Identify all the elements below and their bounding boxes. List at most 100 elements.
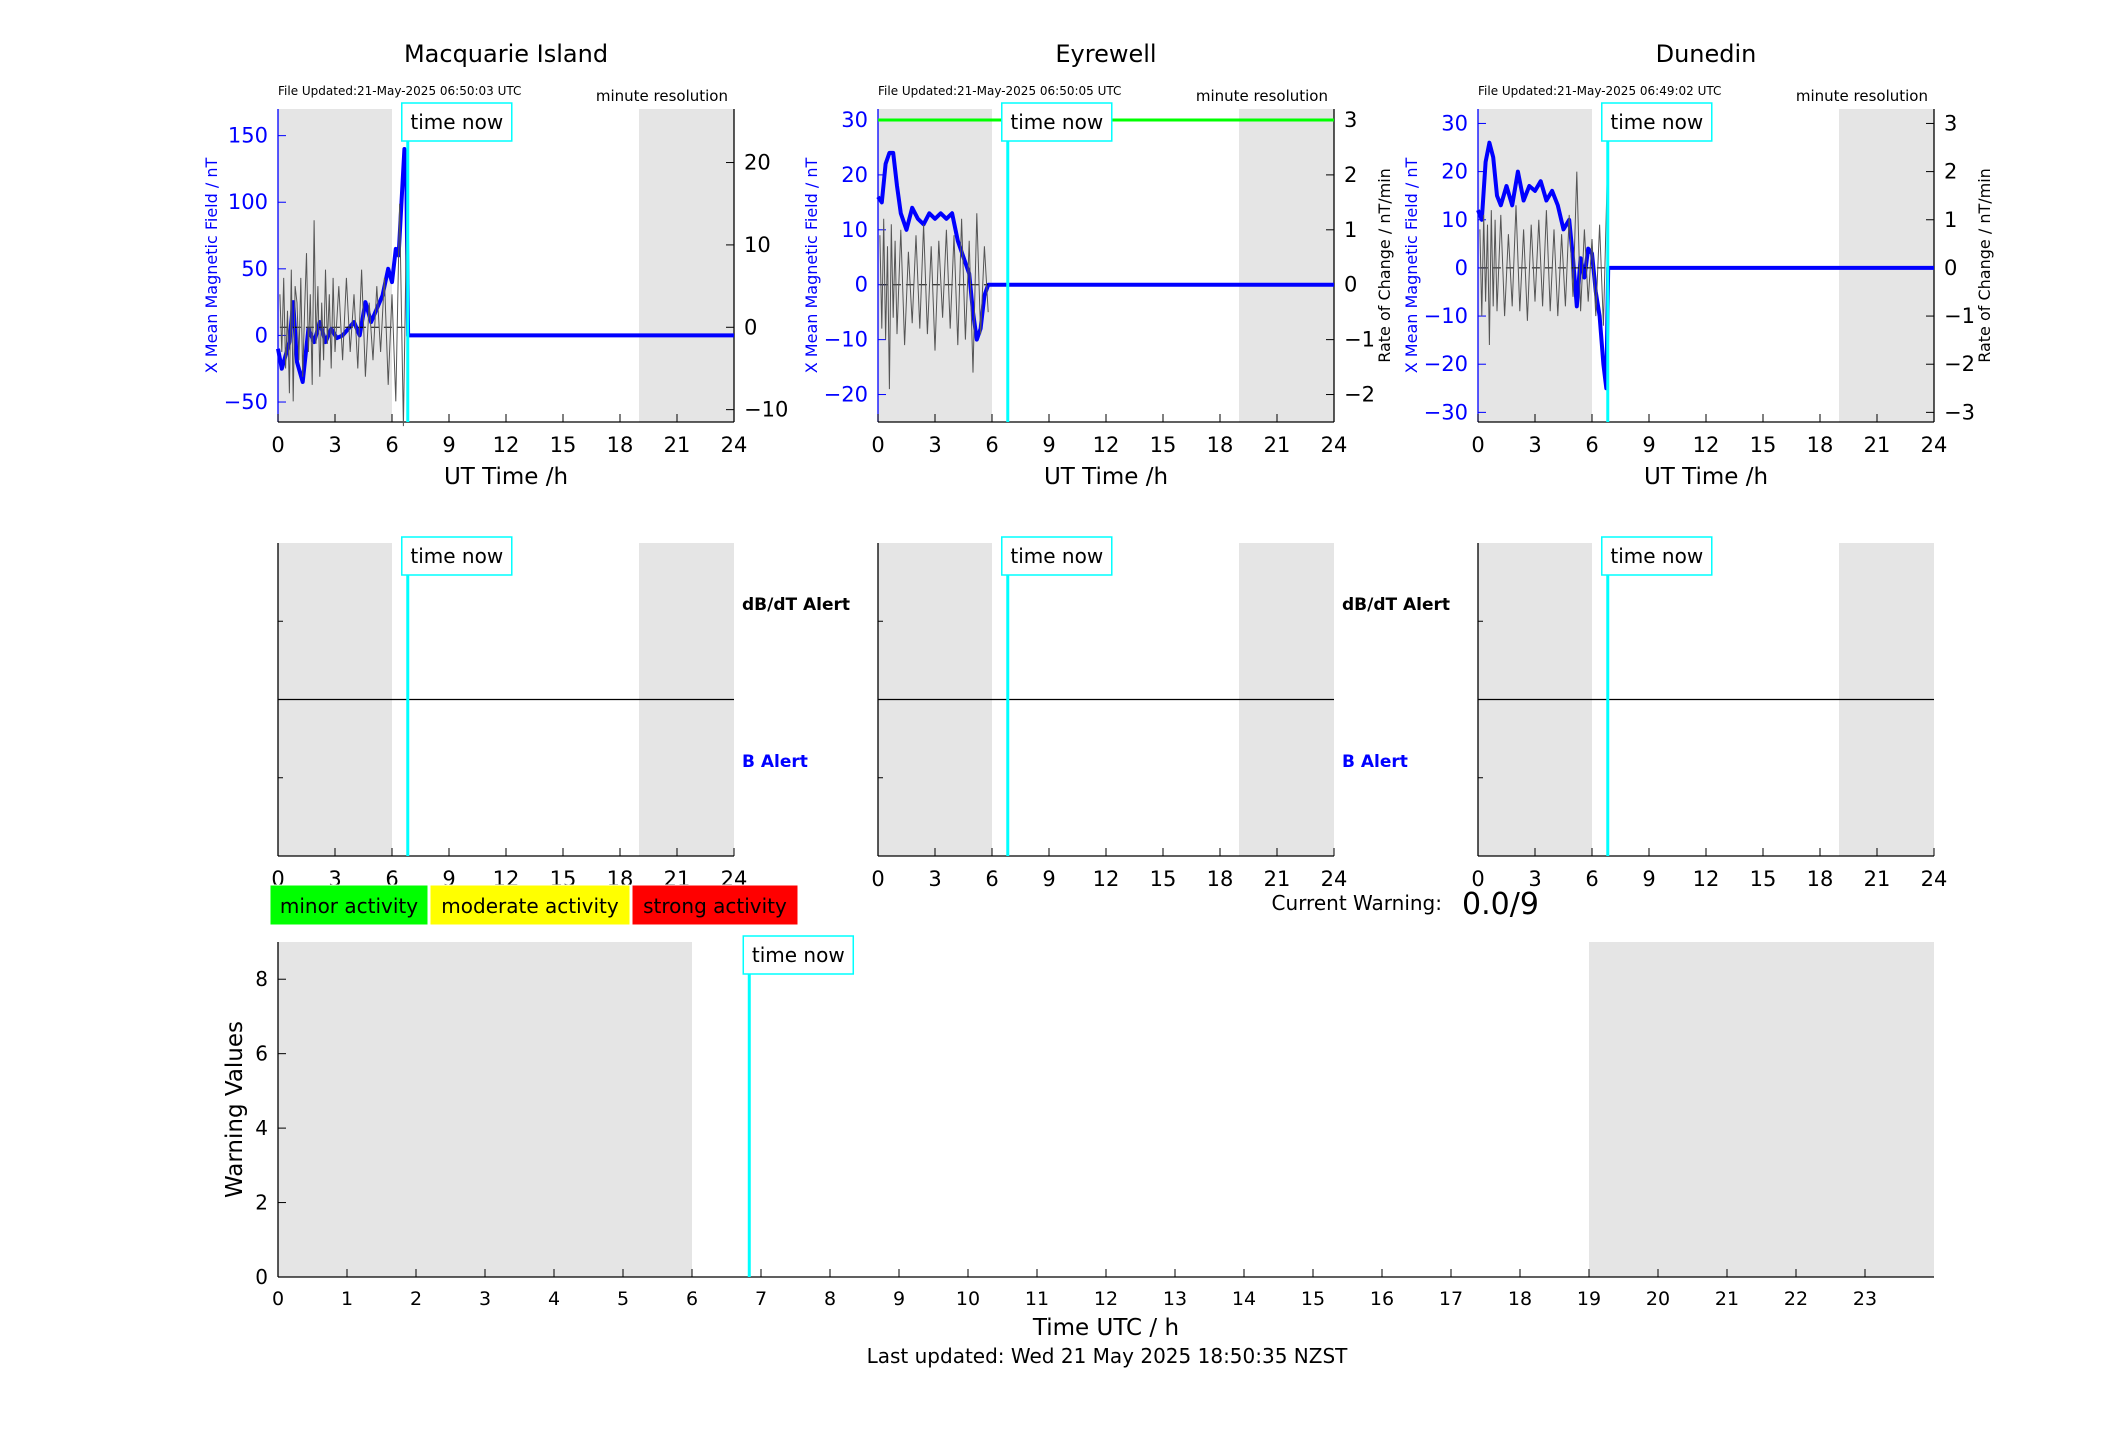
x-tick-label: 9 — [442, 433, 455, 457]
x-tick-label: 15 — [1750, 433, 1777, 457]
y-tick-label-left: 30 — [1441, 111, 1468, 135]
panel-alert-eyrewell: 0 3 6 9 12 15 18 21 24 time now dB/dT Alert B Alert — [871, 536, 1450, 891]
x-tick-label: 4 — [548, 1288, 560, 1310]
y-axis-label-right: Rate of Change / nT/min — [1975, 168, 1994, 363]
x-tick-label: 14 — [1232, 1288, 1256, 1310]
x-tick-label: 24 — [1921, 867, 1948, 891]
x-tick-label: 18 — [1807, 433, 1834, 457]
panel-eyrewell: 0 3 6 9 12 15 18 21 24−20−100102030−2−10123time … — [802, 40, 1394, 490]
x-tick-label: 24 — [721, 433, 748, 457]
y-tick-label-left: −10 — [824, 328, 868, 352]
file-updated-label: File Updated:21-May-2025 06:49:02 UTC — [1478, 84, 1721, 98]
y-tick-label-right: −2 — [1344, 383, 1375, 407]
resolution-label: minute resolution — [596, 87, 728, 105]
x-tick-label: 18 — [1508, 1288, 1532, 1310]
activity-legend: minor activity moderate activity strong … — [269, 884, 799, 926]
y-tick-label-left: 10 — [1441, 208, 1468, 232]
y-tick-label-left: 50 — [241, 257, 268, 281]
x-tick-label: 16 — [1370, 1288, 1394, 1310]
y-tick-label-right: −2 — [1944, 352, 1975, 376]
legend-label-moderate: moderate activity — [441, 894, 619, 918]
legend-swatch-minor — [269, 884, 429, 926]
series-magnetic-field — [876, 150, 1334, 342]
y-tick-label-right: −1 — [1344, 328, 1375, 352]
x-tick-label: 18 — [607, 433, 634, 457]
series-rate-of-change — [1479, 171, 1608, 346]
resolution-label: minute resolution — [1196, 87, 1328, 105]
y-axis-label: Warning Values — [222, 1021, 248, 1198]
legend-swatch-moderate — [429, 884, 631, 926]
time-now-box — [401, 102, 513, 142]
y-tick-label-right: 0 — [744, 315, 757, 339]
series-rate-of-change — [879, 213, 989, 390]
x-tick-label: 3 — [328, 433, 341, 457]
x-tick-label: 3 — [1528, 867, 1541, 891]
x-axis-label: UT Time /h — [1044, 464, 1168, 490]
night-shading — [639, 109, 734, 422]
x-tick-label: 12 — [1693, 867, 1720, 891]
x-tick-label: 8 — [824, 1288, 836, 1310]
series-magnetic-field — [276, 147, 734, 384]
x-tick-label: 10 — [956, 1288, 980, 1310]
x-tick-label: 6 — [985, 867, 998, 891]
y-axis-label-left: X Mean Magnetic Field / nT — [802, 158, 821, 374]
file-updated-label: File Updated:21-May-2025 06:50:05 UTC — [878, 84, 1121, 98]
x-tick-label: 12 — [1093, 433, 1120, 457]
x-tick-label: 23 — [1853, 1288, 1877, 1310]
x-tick-label: 6 — [385, 433, 398, 457]
y-tick-label-right: 3 — [1344, 108, 1357, 132]
x-tick-label: 21 — [1864, 867, 1891, 891]
dbdt-alert-label: dB/dT Alert — [742, 595, 850, 615]
x-tick-label: 9 — [1042, 433, 1055, 457]
time-now-box — [1001, 536, 1113, 576]
x-tick-label: 0 — [871, 433, 884, 457]
x-tick-label: 24 — [1921, 433, 1948, 457]
x-tick-label: 3 — [479, 1288, 491, 1310]
night-shading — [1839, 109, 1934, 422]
x-tick-label: 9 — [1642, 867, 1655, 891]
x-tick-label: 21 — [1715, 1288, 1739, 1310]
y-tick-label-left: −50 — [224, 390, 268, 414]
panel-title: Eyrewell — [1055, 40, 1156, 68]
current-warning-label: Current Warning: — [1272, 891, 1442, 915]
x-tick-label: 22 — [1784, 1288, 1808, 1310]
y-tick-label-right: 20 — [744, 151, 771, 175]
y-tick-label-right: 1 — [1944, 208, 1957, 232]
y-tick-label-left: 150 — [228, 124, 268, 148]
y-tick-label: 2 — [255, 1191, 268, 1215]
y-axis-label-right: Rate of Change / nT/min — [1375, 168, 1394, 363]
x-tick-label: 18 — [1207, 867, 1234, 891]
x-tick-label: 19 — [1577, 1288, 1601, 1310]
y-tick-label-right: −3 — [1944, 400, 1975, 424]
x-tick-label: 11 — [1025, 1288, 1049, 1310]
x-tick-label: 6 — [686, 1288, 698, 1310]
b-alert-label: B Alert — [742, 752, 808, 772]
x-tick-label: 0 — [871, 867, 884, 891]
panel-warning: 0 1 2 3 4 5 6 7 8 9 10 11 12 13 14 15 16 17 18 19 20 21 22 2302… — [222, 935, 1934, 1341]
y-tick-label-left: −30 — [1424, 400, 1468, 424]
x-tick-label: 9 — [893, 1288, 905, 1310]
x-tick-label: 21 — [1864, 433, 1891, 457]
x-tick-label: 21 — [1264, 867, 1291, 891]
x-tick-label: 18 — [1807, 867, 1834, 891]
series-rate-of-change — [279, 178, 408, 427]
panel-title: Dunedin — [1656, 40, 1757, 68]
x-tick-label: 7 — [755, 1288, 767, 1310]
time-now-label: time now — [1610, 544, 1703, 568]
x-tick-label: 12 — [1693, 433, 1720, 457]
y-tick-label-right: 0 — [1944, 256, 1957, 280]
y-tick-label-left: 100 — [228, 190, 268, 214]
x-tick-label: 12 — [1093, 867, 1120, 891]
y-tick-label: 8 — [255, 967, 268, 991]
x-tick-label: 15 — [1750, 867, 1777, 891]
time-now-label: time now — [1610, 110, 1703, 134]
x-tick-label: 20 — [1646, 1288, 1670, 1310]
y-tick-label: 4 — [255, 1116, 268, 1140]
y-axis-label-left: X Mean Magnetic Field / nT — [1402, 158, 1421, 374]
time-now-label: time now — [1010, 110, 1103, 134]
panel-title: Macquarie Island — [404, 40, 608, 68]
x-tick-label: 6 — [985, 433, 998, 457]
y-tick-label-left: −20 — [1424, 352, 1468, 376]
y-tick-label-left: 10 — [841, 218, 868, 242]
